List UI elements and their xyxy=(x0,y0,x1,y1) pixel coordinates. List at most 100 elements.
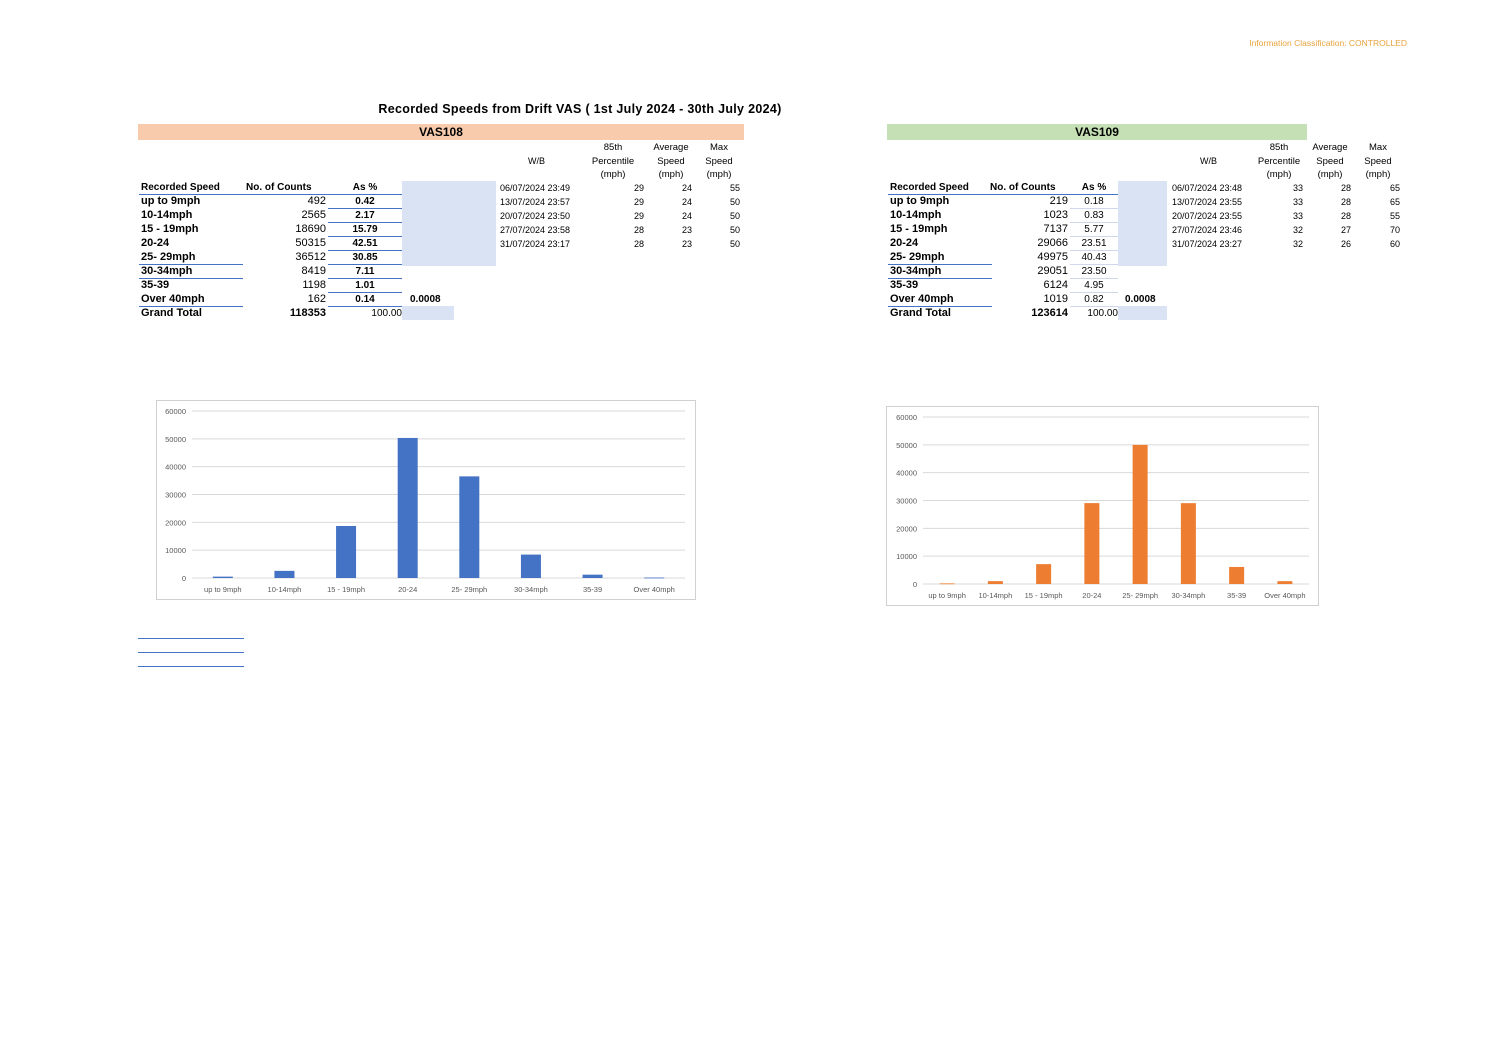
col-header-speed: Recorded Speed xyxy=(890,182,969,193)
wb-col-header: 85th Percentile (mph) xyxy=(1249,141,1309,182)
pct-underline xyxy=(1070,208,1118,209)
wb-col-header-line: Max xyxy=(1369,142,1387,153)
pct-value: 0.18 xyxy=(1084,196,1104,207)
pct-value: 5.77 xyxy=(1084,224,1104,235)
pct-value: 7.11 xyxy=(355,266,375,277)
wb-label: W/B xyxy=(1200,156,1217,166)
count-value: 29051 xyxy=(1037,265,1068,277)
count-value: 1019 xyxy=(1043,293,1068,305)
pct-value: 23.50 xyxy=(1081,266,1107,277)
link-underline-1 xyxy=(138,638,244,639)
bar xyxy=(520,554,541,578)
wb-p85: 33 xyxy=(1292,211,1303,221)
wb-max: 55 xyxy=(1389,211,1400,221)
pct-underline xyxy=(328,278,402,279)
speed-label: 25- 29mph xyxy=(890,251,945,263)
wb-p85: 28 xyxy=(633,239,644,249)
pct-underline xyxy=(1070,278,1118,279)
y-tick-label: 60000 xyxy=(896,413,917,422)
vas108-bar-chart: 0 10000 20000 30000 40000 50000 60000 up to 9mp… xyxy=(165,407,685,594)
wb-avg: 28 xyxy=(1340,183,1351,193)
x-tick-label: 35-39 xyxy=(1227,591,1246,600)
col-header-pct: As % xyxy=(1081,182,1107,193)
wb-date: 27/07/2024 23:58 xyxy=(500,225,571,235)
link-underline-2 xyxy=(138,652,244,653)
pct-underline xyxy=(328,264,402,265)
pct-value: 40.43 xyxy=(1081,252,1107,263)
x-tick-label: 25- 29mph xyxy=(451,585,487,594)
x-tick-label: up to 9mph xyxy=(928,591,966,600)
speed-label: 30-34mph xyxy=(890,265,942,277)
speed-label: up to 9mph xyxy=(141,195,201,207)
pct-value: 0.82 xyxy=(1084,294,1104,305)
bar xyxy=(939,583,955,585)
wb-max: 50 xyxy=(729,225,740,235)
pct-value: 23.51 xyxy=(1081,238,1107,249)
speed-label: 35-39 xyxy=(890,279,919,291)
label-underline xyxy=(139,264,243,265)
x-tick-label: 15 - 19mph xyxy=(1025,591,1063,600)
wb-max: 50 xyxy=(729,197,740,207)
y-tick-label: 0 xyxy=(913,580,917,589)
pct-underline xyxy=(328,222,402,223)
count-value: 29066 xyxy=(1037,237,1068,249)
wb-col-header-line: Average xyxy=(653,142,689,153)
pct-underline xyxy=(1070,250,1118,251)
wb-date: 06/07/2024 23:48 xyxy=(1172,183,1243,193)
x-tick-label: 20-24 xyxy=(1082,591,1101,600)
y-tick-label: 50000 xyxy=(165,435,186,444)
count-value: 1198 xyxy=(302,279,326,291)
wb-col-header-line: Percentile xyxy=(591,155,635,167)
wb-avg: 28 xyxy=(1340,211,1351,221)
wb-max: 50 xyxy=(729,211,740,221)
bar xyxy=(1180,503,1196,584)
wb-col-header: Max Speed (mph) xyxy=(689,141,749,182)
header-underline xyxy=(139,194,402,195)
count-value: 6124 xyxy=(1043,279,1068,291)
x-tick-label: 25- 29mph xyxy=(1122,591,1158,600)
count-value: 36512 xyxy=(295,251,326,263)
wb-max: 55 xyxy=(729,183,740,193)
wb-col-header-line: 85th xyxy=(603,142,623,153)
pct-value: 0.42 xyxy=(355,196,375,207)
count-value: 1023 xyxy=(1043,209,1068,221)
speed-label: Over 40mph xyxy=(890,293,954,305)
wb-avg: 27 xyxy=(1340,225,1351,235)
col-header-counts: No. of Counts xyxy=(990,182,1056,193)
label-underline xyxy=(139,306,243,307)
bar xyxy=(212,576,233,578)
wb-col-header-line: Max xyxy=(710,142,728,153)
wb-date: 20/07/2024 23:50 xyxy=(500,211,571,221)
pct-underline xyxy=(328,306,402,307)
x-tick-label: 20-24 xyxy=(398,585,417,594)
pct-value: 1.01 xyxy=(355,280,375,291)
pct-value: 0.14 xyxy=(355,294,375,305)
wb-col-header: Max Speed (mph) xyxy=(1348,141,1408,182)
grand-total-label: Grand Total xyxy=(141,307,202,319)
y-tick-label: 30000 xyxy=(165,491,186,500)
bar xyxy=(987,581,1003,584)
wb-avg: 24 xyxy=(681,211,692,221)
wb-p85: 29 xyxy=(633,211,644,221)
pct-underline xyxy=(1070,264,1118,265)
bar xyxy=(336,525,357,578)
bar xyxy=(274,570,295,578)
label-underline xyxy=(139,278,243,279)
wb-date: 31/07/2024 23:17 xyxy=(500,239,571,249)
wb-avg: 23 xyxy=(681,239,692,249)
vas109-total-shade xyxy=(1118,306,1167,320)
wb-date: 27/07/2024 23:46 xyxy=(1172,225,1243,235)
col-header-speed: Recorded Speed xyxy=(141,182,220,193)
extra-value: 0.0008 xyxy=(410,294,441,305)
wb-col-header-line: Percentile xyxy=(1257,155,1301,167)
x-tick-label: 35-39 xyxy=(583,585,602,594)
wb-p85: 32 xyxy=(1292,225,1303,235)
wb-date: 20/07/2024 23:55 xyxy=(1172,211,1243,221)
y-tick-label: 50000 xyxy=(896,441,917,450)
bar xyxy=(644,577,665,579)
count-value: 18690 xyxy=(295,223,326,235)
wb-p85: 33 xyxy=(1292,183,1303,193)
x-tick-label: 30-34mph xyxy=(1171,591,1205,600)
bar xyxy=(1084,503,1100,584)
wb-p85: 33 xyxy=(1292,197,1303,207)
